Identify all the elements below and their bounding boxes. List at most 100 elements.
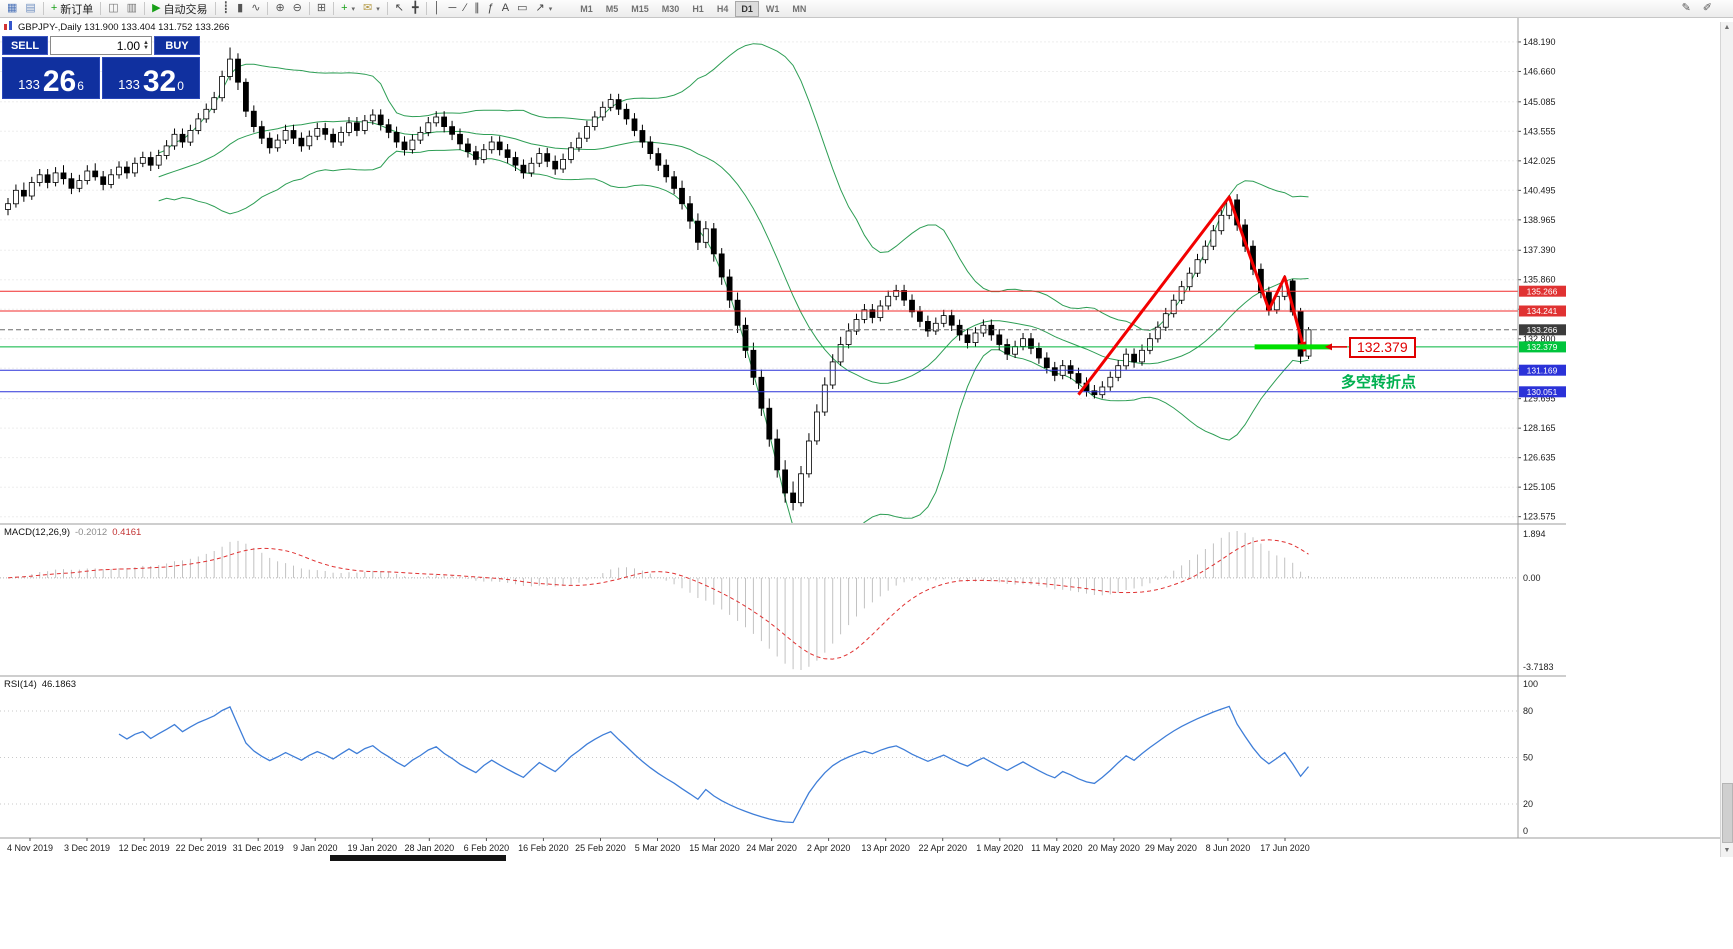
scrollbar-thumb[interactable]	[1722, 783, 1733, 843]
tf-mn-button[interactable]: MN	[792, 3, 807, 14]
draw-pen-icon[interactable]: ✐	[1699, 0, 1716, 17]
volume-spinner[interactable]: ▲ ▼	[143, 39, 149, 51]
arrows-icon[interactable]: ↗ ▾	[532, 0, 557, 17]
data-window-icon[interactable]: ▥	[123, 0, 141, 17]
price-callout[interactable]: 132.379	[1349, 337, 1416, 358]
price-tick-label: 125.105	[1523, 482, 1556, 492]
trendline-icon[interactable]: ∕	[460, 0, 470, 17]
candle	[1139, 349, 1145, 363]
chevron-down-icon[interactable]: ▾	[548, 5, 553, 13]
horizontal-line-icon[interactable]: ─	[445, 0, 461, 17]
sell-price-display[interactable]: 133 26 6	[2, 57, 100, 99]
date-label: 13 Apr 2020	[861, 843, 910, 853]
candle	[520, 164, 527, 174]
tf-w1-button[interactable]: W1	[765, 3, 780, 14]
price-line-label: 135.266	[1527, 286, 1558, 296]
date-label: 20 May 2020	[1088, 843, 1140, 853]
tf-m5-button[interactable]: M5	[605, 3, 619, 14]
profiles-icon[interactable]: ▤	[21, 0, 39, 17]
bollinger-middle-band	[158, 120, 1309, 384]
volume-up-icon[interactable]: ▲	[143, 39, 149, 46]
candles-layer	[5, 47, 1312, 511]
scroll-down-icon[interactable]: ▼	[1723, 847, 1731, 854]
candle	[869, 309, 876, 318]
indicators-icon[interactable]: + ▾	[337, 0, 359, 17]
date-label: 31 Dec 2019	[233, 843, 284, 853]
text-icon[interactable]: A	[498, 0, 513, 17]
macd-axis-max: 1.894	[1523, 529, 1546, 539]
tf-m1-button[interactable]: M1	[580, 3, 593, 14]
tf-d1-button[interactable]: D1	[735, 0, 759, 17]
candle	[306, 135, 313, 147]
tf-m30-button[interactable]: M30	[661, 3, 680, 14]
candle	[687, 203, 693, 222]
trend-annotation-line[interactable]	[1077, 195, 1307, 396]
candle	[44, 174, 51, 183]
candle	[909, 299, 915, 313]
price-tick-label: 126.635	[1523, 453, 1556, 463]
horizontal-line-icon: ─	[448, 2, 457, 14]
buy-price-big-figure: 133	[118, 77, 140, 92]
candle	[20, 189, 27, 197]
candle	[663, 164, 670, 178]
candle	[710, 228, 717, 255]
new-chart-icon[interactable]: ▦	[3, 0, 21, 17]
candle	[338, 131, 345, 143]
price-tick-label: 146.660	[1523, 66, 1556, 76]
text-label-icon[interactable]: ▭	[513, 0, 531, 17]
candle	[576, 137, 582, 149]
templates-icon[interactable]: ✉ ▾	[359, 0, 384, 17]
volume-value[interactable]: 1.00	[116, 38, 141, 53]
volume-down-icon[interactable]: ▼	[143, 44, 149, 51]
chart-window-icon[interactable]: ◫	[104, 0, 122, 17]
date-label: 11 May 2020	[1031, 843, 1082, 853]
vertical-line-icon[interactable]: │	[430, 0, 445, 17]
crosshair-icon[interactable]: ╋	[408, 0, 423, 17]
zoom-out-icon[interactable]: ⊖	[289, 0, 306, 17]
candle	[591, 116, 598, 128]
tf-h1-button[interactable]: H1	[692, 3, 704, 14]
turning-point-note[interactable]: 多空转折点	[1341, 374, 1417, 391]
chevron-down-icon[interactable]: ▾	[376, 5, 380, 13]
line-chart-icon[interactable]: ∿	[247, 0, 264, 17]
new-order-button[interactable]: + 新订单	[47, 0, 97, 17]
candle	[195, 118, 202, 131]
bars-chart-icon[interactable]: ┋	[219, 0, 234, 17]
candle	[972, 332, 979, 344]
volume-field[interactable]: 1.00 ▲ ▼	[50, 36, 152, 55]
candle	[76, 180, 83, 189]
candle	[346, 122, 352, 133]
fibonacci-icon[interactable]: ƒ	[484, 0, 498, 17]
buy-price-display[interactable]: 133 32 0	[102, 57, 200, 99]
tf-h4-button[interactable]: H4	[716, 3, 729, 14]
chart-scrollbar[interactable]: ▲ ▼	[1720, 22, 1733, 857]
autotrade-button[interactable]: ▶ 自动交易	[148, 0, 211, 17]
zoom-in-icon[interactable]: ⊕	[271, 0, 288, 17]
tf-m15-button[interactable]: M15	[631, 3, 649, 14]
macd-indicator-label: MACD(12,26,9) -0.2012 0.4161	[4, 527, 141, 538]
text-icon: A	[501, 2, 510, 14]
equidistant-channel-icon[interactable]: ∥	[470, 0, 484, 17]
price-line-label-box	[1519, 386, 1566, 398]
price-line-label-box	[1519, 285, 1566, 297]
cursor-icon: ↖	[394, 2, 404, 14]
macd-signal-line	[7, 539, 1309, 660]
toolbar-separator	[333, 2, 335, 15]
draw-pencil-icon[interactable]: ✎	[1678, 0, 1695, 17]
chevron-down-icon[interactable]: ▾	[351, 5, 356, 13]
cursor-icon[interactable]: ↖	[391, 0, 408, 17]
candle	[893, 290, 900, 297]
tile-windows-icon[interactable]: ⊞	[313, 0, 330, 17]
candle	[528, 162, 535, 174]
sell-button[interactable]: SELL	[2, 36, 48, 55]
buy-button[interactable]: BUY	[154, 36, 200, 55]
candle	[1036, 347, 1042, 359]
candle	[1004, 344, 1011, 355]
indicators-icon: +	[341, 2, 348, 14]
price-line-label: 131.169	[1527, 365, 1558, 375]
scroll-up-icon[interactable]: ▲	[1723, 24, 1731, 31]
new-order-button: +	[50, 2, 58, 14]
price-tick-label: 132.800	[1523, 334, 1556, 344]
candlestick-chart-icon[interactable]: ▮	[233, 0, 247, 17]
